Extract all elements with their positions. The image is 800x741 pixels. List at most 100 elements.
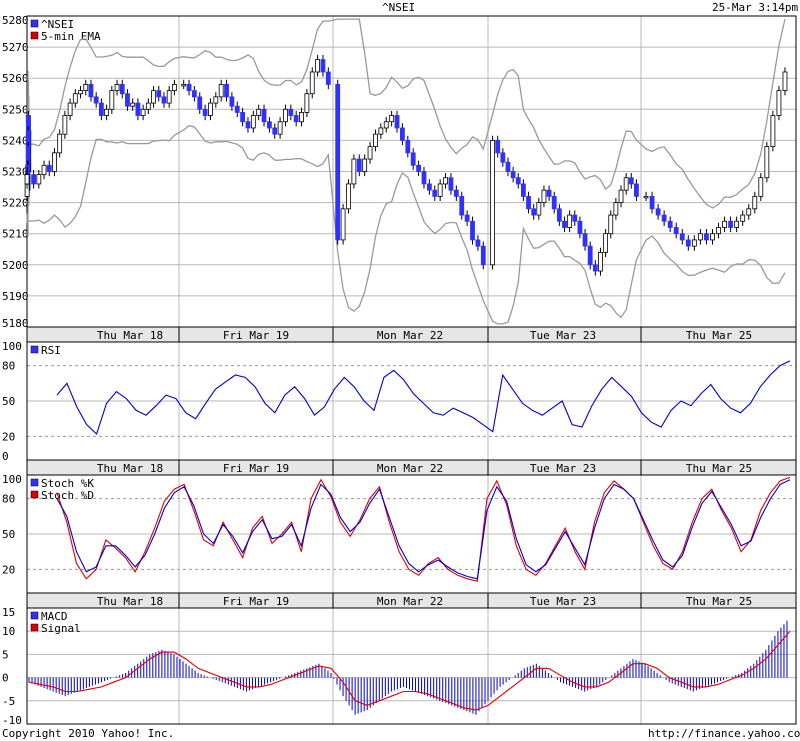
candle	[145, 102, 151, 110]
candle	[562, 220, 567, 228]
y-tick-label: 5210	[2, 228, 29, 241]
candle	[234, 105, 240, 113]
stoch-d-line	[56, 479, 791, 580]
x-tick-label: Thu Mar 18	[97, 329, 163, 342]
candle	[156, 90, 162, 98]
candle	[567, 214, 573, 228]
candle	[272, 127, 278, 135]
candle	[475, 239, 481, 247]
x-tick-label: Mon Mar 22	[377, 462, 443, 475]
stoch-k-line	[56, 476, 791, 582]
candle	[704, 233, 709, 241]
candle	[383, 121, 389, 129]
candle	[140, 108, 146, 116]
y-tick-label: 20	[2, 563, 15, 576]
chart-title: ^NSEI	[382, 1, 416, 14]
candle	[356, 158, 362, 172]
candle	[536, 202, 542, 216]
candle	[208, 102, 213, 116]
candle	[197, 96, 203, 110]
y-tick-label: 5190	[2, 290, 29, 303]
candle	[490, 139, 495, 266]
candle	[520, 183, 526, 197]
legend-label: ^NSEI	[41, 18, 74, 31]
candle	[598, 251, 603, 272]
candle	[500, 152, 506, 163]
candle	[480, 245, 486, 266]
candle	[470, 220, 475, 241]
x-tick-label: Mon Mar 22	[377, 595, 443, 608]
candle	[46, 164, 52, 172]
x-tick-label: Thu Mar 18	[97, 462, 163, 475]
x-tick-label: Fri Mar 19	[223, 329, 289, 342]
candle	[722, 220, 727, 228]
candle	[505, 161, 511, 172]
legend-swatch	[30, 345, 39, 354]
candle	[603, 233, 609, 253]
candle	[130, 102, 136, 107]
x-tick-label: Tue Mar 23	[530, 595, 596, 608]
candle	[240, 112, 246, 123]
timestamp: 25-Mar 3:14pm	[712, 1, 799, 14]
y-tick-label: 5260	[2, 72, 29, 85]
candle	[256, 108, 262, 116]
y-tick-label: 50	[2, 528, 15, 541]
candle	[83, 84, 89, 92]
legend-swatch	[30, 19, 39, 28]
x-axis-band	[26, 459, 797, 476]
candle	[758, 177, 764, 197]
candle	[315, 59, 321, 73]
x-tick-label: Thu Mar 25	[686, 329, 752, 342]
candle	[335, 84, 341, 241]
signal-line	[28, 630, 791, 711]
candle	[515, 177, 521, 185]
candle	[114, 84, 120, 92]
legend-swatch	[30, 490, 39, 499]
candle	[667, 220, 673, 228]
candle	[464, 214, 470, 222]
source-url[interactable]: http://finance.yahoo.com/	[648, 727, 800, 740]
candle	[405, 139, 411, 154]
legend-swatch	[30, 31, 39, 40]
candle	[551, 195, 557, 210]
candle	[340, 208, 346, 241]
candle	[655, 208, 661, 216]
y-tick-label: -5	[2, 695, 15, 708]
candle	[62, 115, 68, 135]
candle	[261, 108, 267, 123]
candle	[186, 84, 192, 92]
legend-label: RSI	[41, 344, 61, 357]
candle	[67, 102, 73, 116]
bollinger-upper	[26, 18, 786, 209]
candle	[161, 96, 167, 104]
candle	[151, 90, 156, 104]
candle	[782, 71, 788, 92]
candle	[181, 84, 187, 87]
candle	[351, 158, 357, 185]
y-tick-label: 5280	[2, 14, 29, 27]
y-tick-label: 5180	[2, 317, 29, 330]
candle	[373, 133, 378, 148]
y-tick-label: 50	[2, 395, 15, 408]
candle	[531, 208, 537, 216]
candle	[24, 174, 30, 185]
x-axis-band	[26, 326, 797, 343]
candle	[31, 174, 37, 185]
candle	[734, 220, 740, 228]
candle	[245, 121, 251, 129]
candle	[104, 108, 110, 116]
candle	[556, 208, 562, 222]
bollinger-lower	[26, 124, 786, 325]
candle	[41, 164, 47, 176]
candle	[202, 108, 208, 116]
candle	[224, 84, 229, 98]
candle	[213, 96, 219, 104]
candle	[166, 90, 172, 104]
y-tick-label: 0	[2, 450, 9, 463]
candle	[293, 115, 299, 123]
candle	[119, 84, 125, 95]
x-tick-label: Thu Mar 25	[686, 462, 752, 475]
candle	[250, 115, 256, 129]
candle	[728, 220, 734, 228]
